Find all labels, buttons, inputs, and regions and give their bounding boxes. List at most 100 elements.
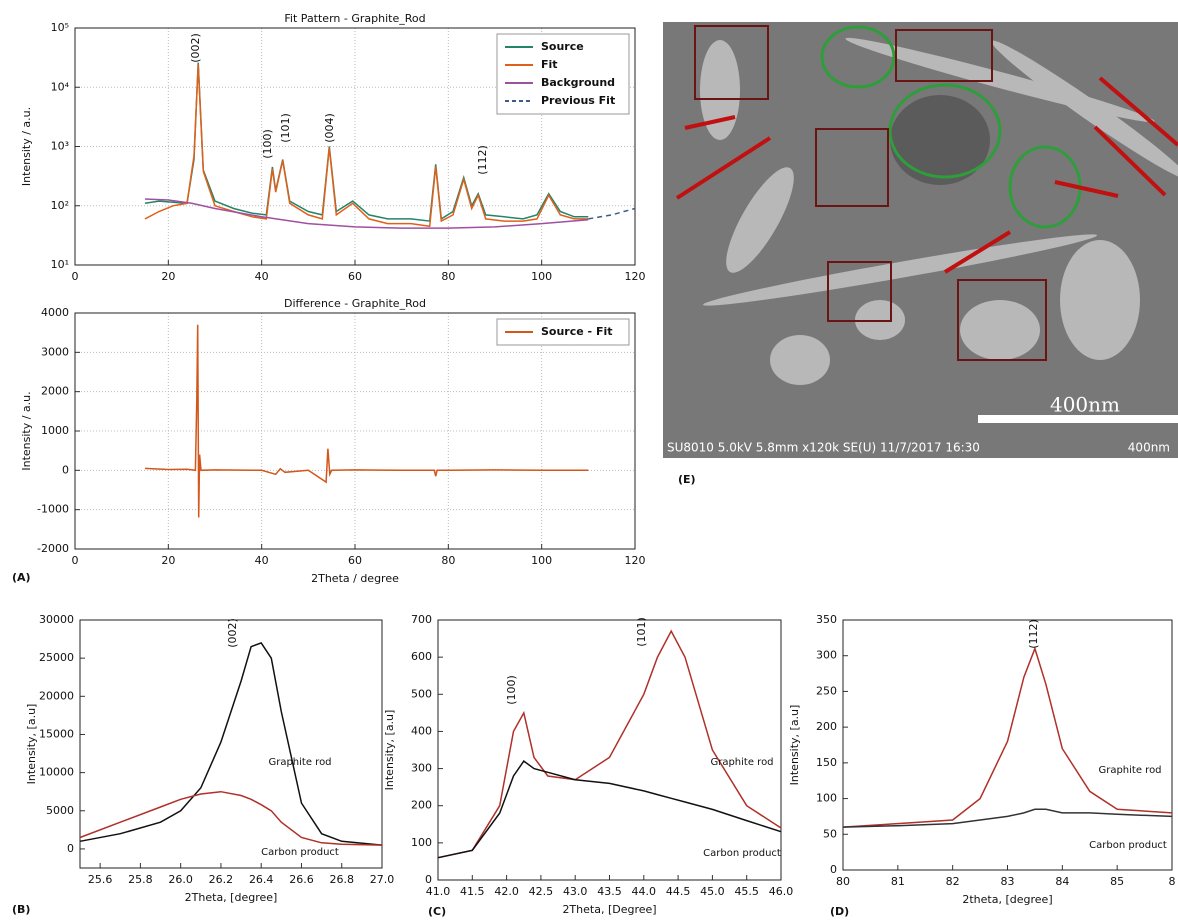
sem-image: 400nm SU8010 5.0kV 5.8mm x120k SE(U) 11/… (663, 22, 1178, 458)
x-tick-label: 85 (1110, 875, 1124, 888)
x-tick-label: 80 (441, 270, 455, 283)
series-line (437, 760, 782, 859)
x-tick-label: 20 (161, 554, 175, 567)
y-tick-label: 15000 (39, 727, 74, 740)
plot-frame (74, 27, 636, 266)
x-tick-label: 120 (625, 554, 646, 567)
peak-annotation: (112) (476, 145, 489, 175)
y-tick-label: 0 (830, 863, 837, 876)
y-tick-label: 0 (62, 463, 69, 476)
x-tick-label: 45.5 (734, 885, 759, 898)
peak-annotation: (112) (1027, 619, 1040, 649)
y-tick-label: 30000 (39, 613, 74, 626)
x-tick-label: 100 (531, 554, 552, 567)
x-tick-label: 83 (1001, 875, 1015, 888)
x-tick-label: 44.0 (632, 885, 657, 898)
peak-annotation: (004) (323, 113, 336, 143)
series-line (437, 629, 782, 859)
y-axis-label: Intensity, [a.u] (25, 704, 38, 785)
y-tick-label: 200 (411, 799, 432, 812)
peak-annotation: (100) (505, 675, 518, 705)
x-tick-label: 26.0 (168, 873, 193, 886)
plot-frame (842, 619, 1173, 871)
x-tick-label: 26.8 (329, 873, 354, 886)
y-tick-label: 350 (816, 613, 837, 626)
x-tick-label: 40 (255, 270, 269, 283)
chart-title: Fit Pattern - Graphite_Rod (284, 12, 425, 25)
x-tick-label: 46.0 (769, 885, 794, 898)
plot-frame (437, 619, 782, 881)
series-line (144, 64, 589, 228)
panel-label: (D) (830, 905, 849, 918)
x-tick-label: 44.5 (666, 885, 691, 898)
y-tick-label: 100 (816, 792, 837, 805)
y-tick-label: 1000 (41, 424, 69, 437)
x-tick-label: 0 (72, 270, 79, 283)
x-tick-label: 60 (348, 270, 362, 283)
legend-label: Background (541, 76, 615, 89)
y-tick-label: 4000 (41, 306, 69, 319)
y-tick-label: 300 (816, 649, 837, 662)
x-tick-label: 26.6 (289, 873, 314, 886)
peak-annotation: (101) (279, 113, 292, 143)
panel-label: (C) (428, 905, 446, 918)
series-line (144, 198, 589, 229)
y-tick-label: 600 (411, 650, 432, 663)
y-tick-label: 10⁵ (51, 21, 69, 34)
x-tick-label: 42.0 (494, 885, 519, 898)
y-tick-label: 10² (51, 199, 69, 212)
peak-annotation: (002) (189, 33, 202, 63)
y-tick-label: 10000 (39, 766, 74, 779)
peak-annotation: (101) (635, 617, 648, 647)
series-label: Carbon product (703, 848, 781, 859)
x-tick-label: 80 (836, 875, 850, 888)
y-tick-label: 0 (425, 873, 432, 886)
legend-label: Previous Fit (541, 94, 615, 107)
y-tick-label: 20000 (39, 689, 74, 702)
x-tick-label: 40 (255, 554, 269, 567)
series-line (588, 207, 636, 220)
legend-label: Source - Fit (541, 325, 612, 338)
x-tick-label: 25.6 (88, 873, 113, 886)
x-tick-label: 41.0 (426, 885, 451, 898)
y-tick-label: 5000 (46, 804, 74, 817)
y-tick-label: 10³ (51, 140, 69, 153)
x-tick-label: 100 (531, 270, 552, 283)
legend-label: Fit (541, 58, 558, 71)
series-label: Graphite rod (710, 757, 773, 768)
y-tick-label: 10¹ (51, 258, 69, 271)
y-tick-label: 300 (411, 762, 432, 775)
y-tick-label: 500 (411, 687, 432, 700)
plot-frame (79, 619, 383, 869)
x-axis-label: 2theta, [degree] (962, 893, 1052, 906)
series-line (144, 324, 589, 518)
y-tick-label: 400 (411, 724, 432, 737)
x-tick-label: 27.0 (370, 873, 395, 886)
y-axis-label: Intensity, [a.u] (383, 710, 396, 791)
x-axis-label: 2Theta, [Degree] (562, 903, 656, 916)
y-tick-label: 200 (816, 720, 837, 733)
y-tick-label: 250 (816, 684, 837, 697)
series-line (79, 641, 383, 846)
series-line (79, 790, 383, 846)
x-tick-label: 42.5 (529, 885, 554, 898)
y-axis-label: Intensity / a.u. (20, 107, 33, 186)
panel-label: (E) (678, 473, 696, 486)
series-line (842, 808, 1173, 828)
legend-label: Source (541, 40, 584, 53)
scale-bar-label: 400nm (1050, 393, 1120, 417)
x-tick-label: 43.5 (597, 885, 622, 898)
y-axis-label: Intensity, [a.u] (788, 705, 801, 786)
series-label: Carbon product (1089, 840, 1167, 851)
series-label: Graphite rod (268, 757, 331, 768)
x-tick-label: 60 (348, 554, 362, 567)
x-axis-label: 2Theta, [degree] (185, 891, 278, 904)
x-tick-label: 120 (625, 270, 646, 283)
x-tick-label: 26.4 (249, 873, 274, 886)
y-axis-label: Intensity / a.u. (20, 391, 33, 470)
x-tick-label: 26.2 (209, 873, 234, 886)
y-tick-label: 0 (67, 842, 74, 855)
x-axis-label: 2Theta / degree (311, 572, 399, 585)
x-tick-label: 41.5 (460, 885, 485, 898)
x-tick-label: 0 (72, 554, 79, 567)
